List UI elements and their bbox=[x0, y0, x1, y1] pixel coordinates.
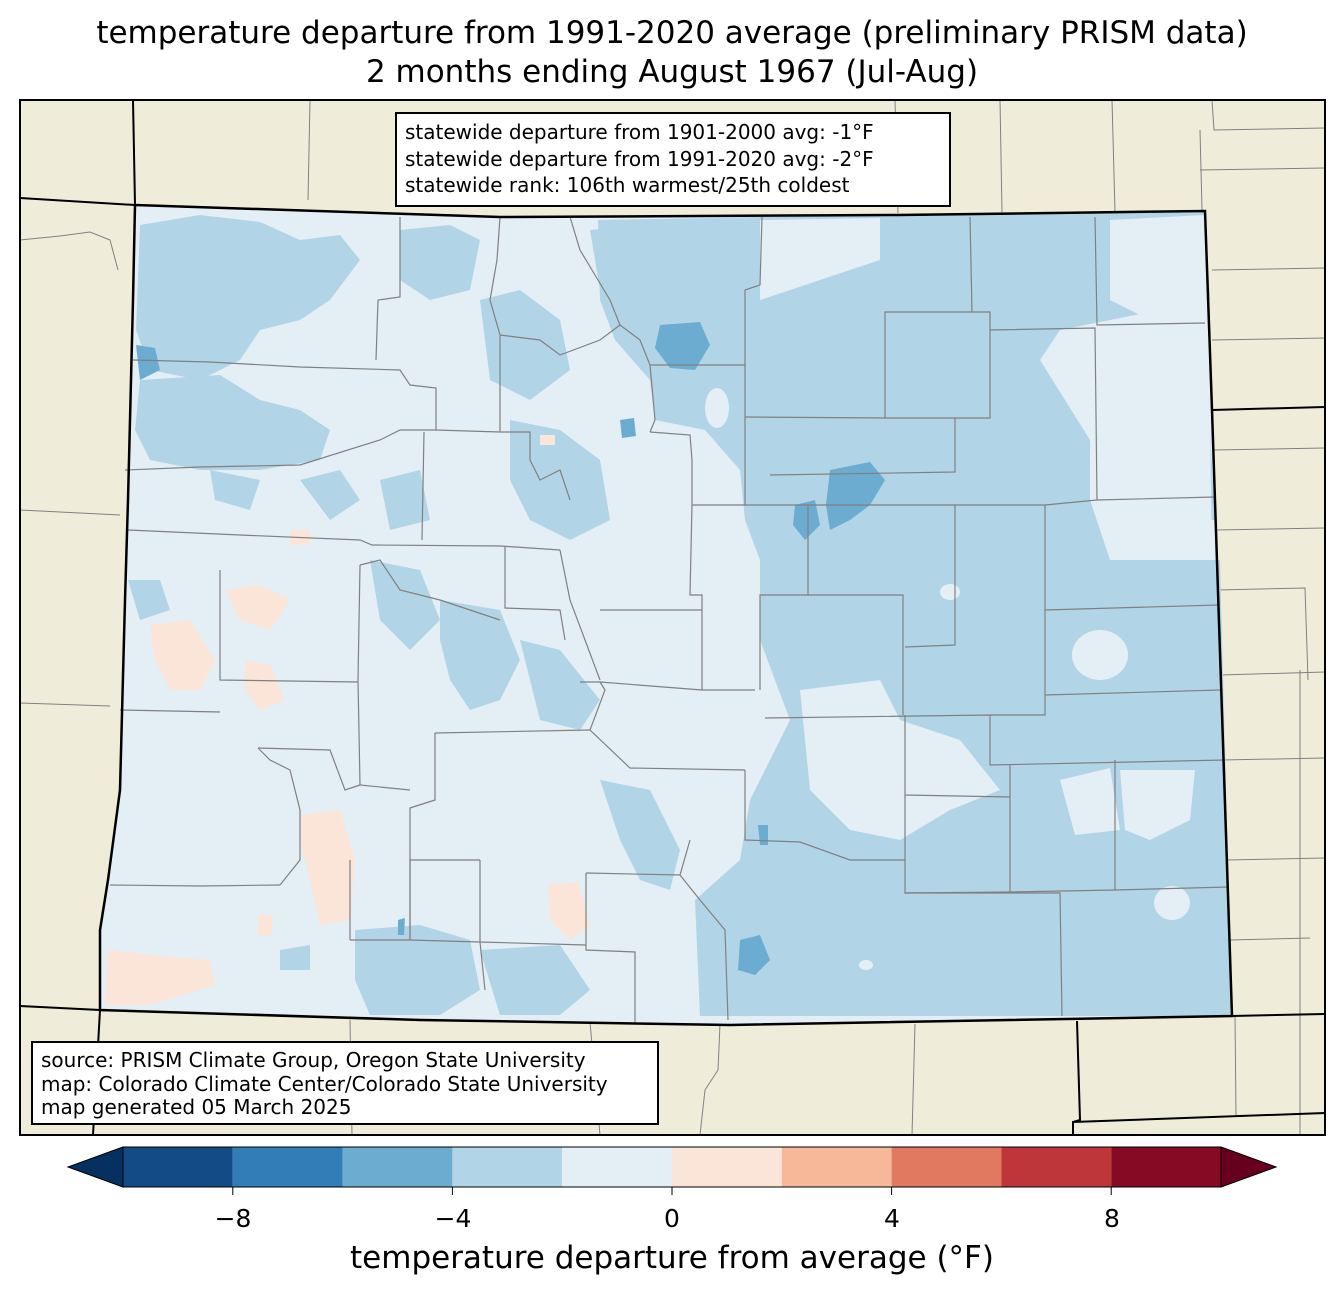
statewide-stats-box: statewide departure from 1901-2000 avg: … bbox=[395, 112, 951, 207]
colorado-border bbox=[98, 203, 1234, 1027]
title-line-1: temperature departure from 1991-2020 ave… bbox=[96, 15, 1248, 51]
colorbar-bin bbox=[1111, 1147, 1221, 1187]
region-slightly-warmer bbox=[105, 435, 590, 1005]
colorbar-bin bbox=[781, 1147, 892, 1187]
stats-line-1901-2000: statewide departure from 1901-2000 avg: … bbox=[405, 120, 874, 144]
colorbar-tick-label: −4 bbox=[434, 1204, 472, 1233]
state-borders bbox=[19, 99, 1326, 1136]
title-line-2: 2 months ending August 1967 (Jul-Aug) bbox=[365, 54, 979, 90]
colorbar-bin bbox=[891, 1147, 1002, 1187]
colorbar bbox=[66, 1146, 1278, 1195]
region-near-normal-islands bbox=[705, 215, 1212, 970]
region-much-cooler bbox=[136, 322, 885, 975]
colorbar-bin bbox=[342, 1147, 453, 1187]
colorbar-tick-label: −8 bbox=[214, 1204, 252, 1233]
colorbar-bin bbox=[123, 1147, 233, 1187]
colorbar-extend-high bbox=[1220, 1146, 1278, 1188]
credits-map: map: Colorado Climate Center/Colorado St… bbox=[41, 1071, 608, 1096]
colorbar-bin bbox=[672, 1147, 782, 1187]
colorbar-label: temperature departure from average (°F) bbox=[350, 1240, 994, 1276]
colorbar-bin bbox=[1001, 1147, 1112, 1187]
colorbar-bin bbox=[232, 1147, 343, 1187]
credits-box: source: PRISM Climate Group, Oregon Stat… bbox=[31, 1041, 659, 1125]
credits-source: source: PRISM Climate Group, Oregon Stat… bbox=[41, 1048, 586, 1072]
region-cooler-west bbox=[128, 215, 680, 1015]
colorbar-bin bbox=[562, 1147, 672, 1187]
colorbar-tick-label: 4 bbox=[884, 1204, 900, 1233]
colorbar-tick-label: 8 bbox=[1104, 1204, 1120, 1233]
map-frame bbox=[19, 99, 1326, 1136]
stats-line-rank: statewide rank: 106th warmest/25th colde… bbox=[405, 173, 850, 197]
colorbar-bin bbox=[452, 1147, 563, 1187]
stats-line-1991-2020: statewide departure from 1991-2020 avg: … bbox=[405, 146, 874, 171]
county-lines bbox=[109, 216, 1229, 1022]
colorbar-tick-label: 0 bbox=[664, 1204, 680, 1233]
credits-generated: map generated 05 March 2025 bbox=[41, 1095, 352, 1119]
colorbar-extend-low bbox=[66, 1146, 124, 1188]
